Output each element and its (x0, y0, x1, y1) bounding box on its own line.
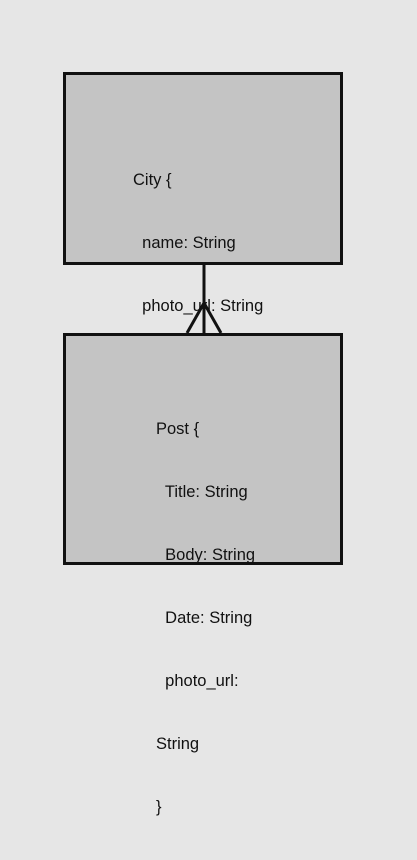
post-entity-line: } (156, 798, 162, 816)
post-entity-line: Body: String (156, 546, 256, 564)
post-entity-line: String (156, 735, 200, 753)
post-entity-line: Date: String (156, 609, 253, 627)
post-entity-line: photo_url: (156, 672, 239, 690)
city-entity-box: City { name: String photo_url: String } (63, 72, 343, 378)
post-entity-definition: Post { Title: String Body: String Date: … (156, 377, 255, 860)
city-entity-line: photo_url: String (133, 297, 264, 315)
city-entity-line: name: String (133, 234, 236, 252)
post-entity-line: Title: String (156, 483, 248, 501)
post-entity-line: Post { (156, 420, 200, 438)
city-entity-line: City { (133, 171, 172, 189)
city-entity-definition: City { name: String photo_url: String } (133, 128, 263, 422)
post-entity-box: Post { Title: String Body: String Date: … (63, 333, 343, 816)
